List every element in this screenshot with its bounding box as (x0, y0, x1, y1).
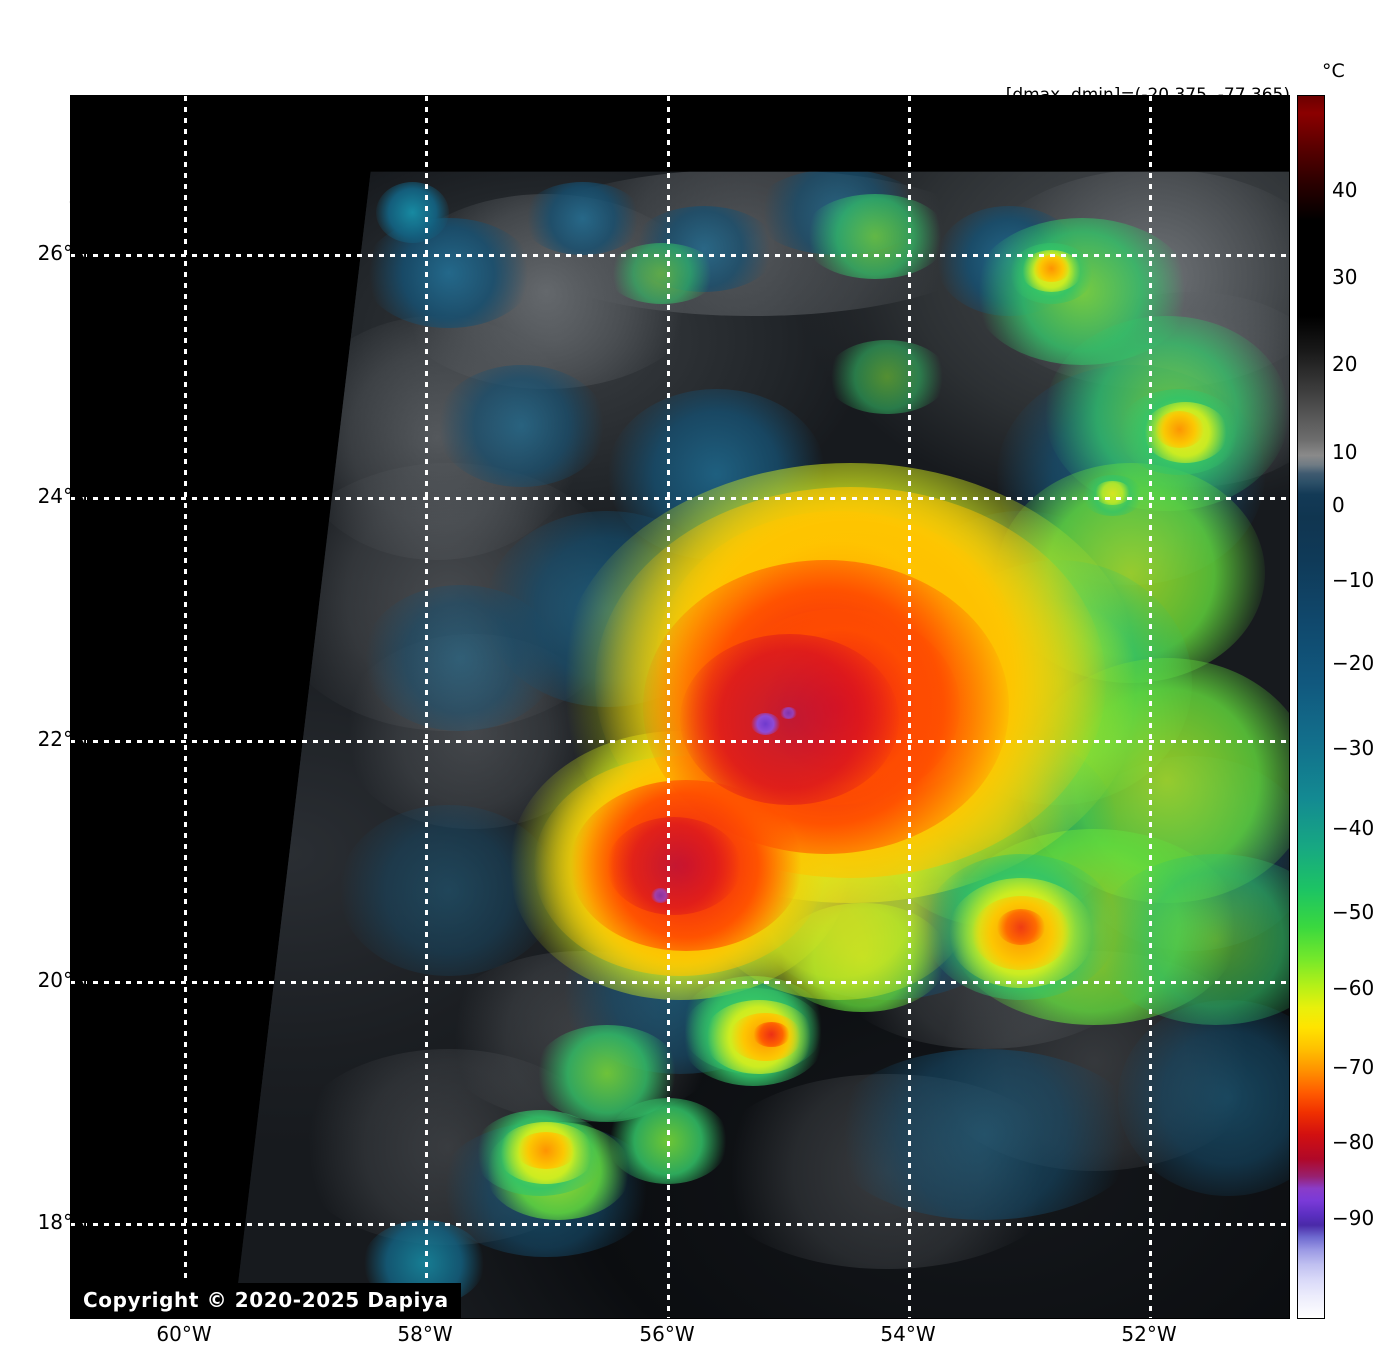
gridline-lon-60W (184, 96, 188, 1318)
gridline-lon-58W (425, 96, 429, 1318)
gridline-lat-22N (71, 739, 1289, 743)
lat-tick-24N: 24°N (37, 484, 88, 508)
cbar-tick-20: 20 (1332, 352, 1358, 376)
cbar-tick-0: 0 (1332, 493, 1345, 517)
lat-tick-20N: 20°N (37, 968, 88, 992)
cbar-tick-10: 10 (1332, 440, 1358, 464)
cbar-tick-m90: −90 (1332, 1206, 1375, 1230)
lon-tick-56W: 56°W (639, 1322, 695, 1346)
cbar-tick-30: 30 (1332, 265, 1358, 289)
lat-tick-26N: 26°N (37, 241, 88, 265)
satellite-image-plot[interactable]: Copyright © 2020-2025 Dapiya (70, 95, 1290, 1319)
data-swath (235, 171, 1289, 1318)
cbar-tick-m80: −80 (1332, 1130, 1375, 1154)
lon-tick-54W: 54°W (880, 1322, 936, 1346)
cbar-tick-m50: −50 (1332, 900, 1375, 924)
cbar-tick-m40: −40 (1332, 816, 1375, 840)
colorbar-unit-label: °C (1322, 60, 1345, 82)
cbar-tick-40: 40 (1332, 178, 1358, 202)
lat-tick-22N: 22°N (37, 727, 88, 751)
gridline-lon-54W (907, 96, 911, 1318)
temperature-colorbar[interactable] (1297, 95, 1325, 1319)
gridline-lon-52W (1148, 96, 1152, 1318)
lat-tick-18N: 18°N (37, 1210, 88, 1234)
lon-tick-58W: 58°W (397, 1322, 453, 1346)
gridline-lat-24N (71, 496, 1289, 500)
plot-inner: Copyright © 2020-2025 Dapiya (71, 96, 1289, 1318)
copyright-watermark: Copyright © 2020-2025 Dapiya (71, 1283, 461, 1318)
coldest-cloud-top-marker (750, 713, 780, 736)
cbar-tick-m30: −30 (1332, 736, 1375, 760)
cbar-tick-m10: −10 (1332, 568, 1375, 592)
cbar-tick-m70: −70 (1332, 1055, 1375, 1079)
gridline-lat-18N (71, 1222, 1289, 1226)
gridline-lat-26N (71, 253, 1289, 257)
cbar-tick-m60: −60 (1332, 976, 1375, 1000)
lon-tick-52W: 52°W (1121, 1322, 1177, 1346)
gridline-lat-20N (71, 980, 1289, 984)
gridline-lon-56W (666, 96, 670, 1318)
lon-tick-60W: 60°W (156, 1322, 212, 1346)
cbar-tick-m20: −20 (1332, 651, 1375, 675)
